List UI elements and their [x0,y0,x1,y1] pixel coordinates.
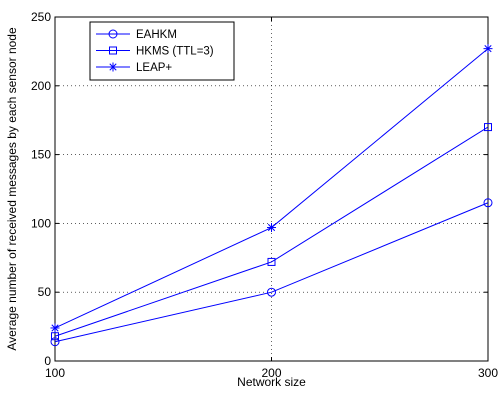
x-tick-label: 300 [478,366,498,380]
series-eahkm [50,198,493,347]
y-tick-label: 150 [31,148,51,162]
legend-label: LEAP+ [136,62,172,74]
x-tick-label: 200 [261,366,281,380]
data-point [484,123,492,132]
series [50,44,493,347]
y-tick-label: 250 [31,10,51,24]
series-line [54,202,489,343]
y-tick-label: 50 [38,285,52,299]
data-point [51,332,59,341]
data-point [50,323,60,333]
x-tick-label: 100 [45,366,65,380]
legend-marker [109,46,117,55]
x-axis-label: Network size [237,375,306,389]
legend-label: EAHKM [136,29,177,41]
y-axis-label: Average number of received messages by e… [5,27,19,351]
series-line [54,126,489,337]
legend-label: HKMS (TTL=3) [136,46,214,58]
data-point [267,223,276,233]
data-point [483,44,493,54]
legend-entry: LEAP+ [96,62,172,74]
asterisk-stroke [267,223,276,232]
legend-marker [108,29,118,39]
asterisk-stroke [484,45,492,53]
data-point [483,198,493,208]
data-point [267,257,276,266]
y-tick-label: 0 [44,354,51,368]
y-tick-label: 100 [31,216,51,230]
series-leap [50,44,493,333]
ticks: 100 200 300 0 50 100 150 200 250 [31,10,498,380]
series-hkms-ttl-3 [51,123,492,341]
asterisk-stroke [109,63,117,71]
legend-entry: HKMS (TTL=3) [96,46,214,58]
data-point [50,337,60,347]
data-point [267,287,276,297]
asterisk-stroke [51,324,59,332]
legend-marker [108,62,118,72]
y-tick-label: 200 [31,79,51,93]
legend: EAHKM HKMS (TTL=3) LEAP+ [89,21,235,81]
legend-entry: EAHKM [96,29,177,41]
